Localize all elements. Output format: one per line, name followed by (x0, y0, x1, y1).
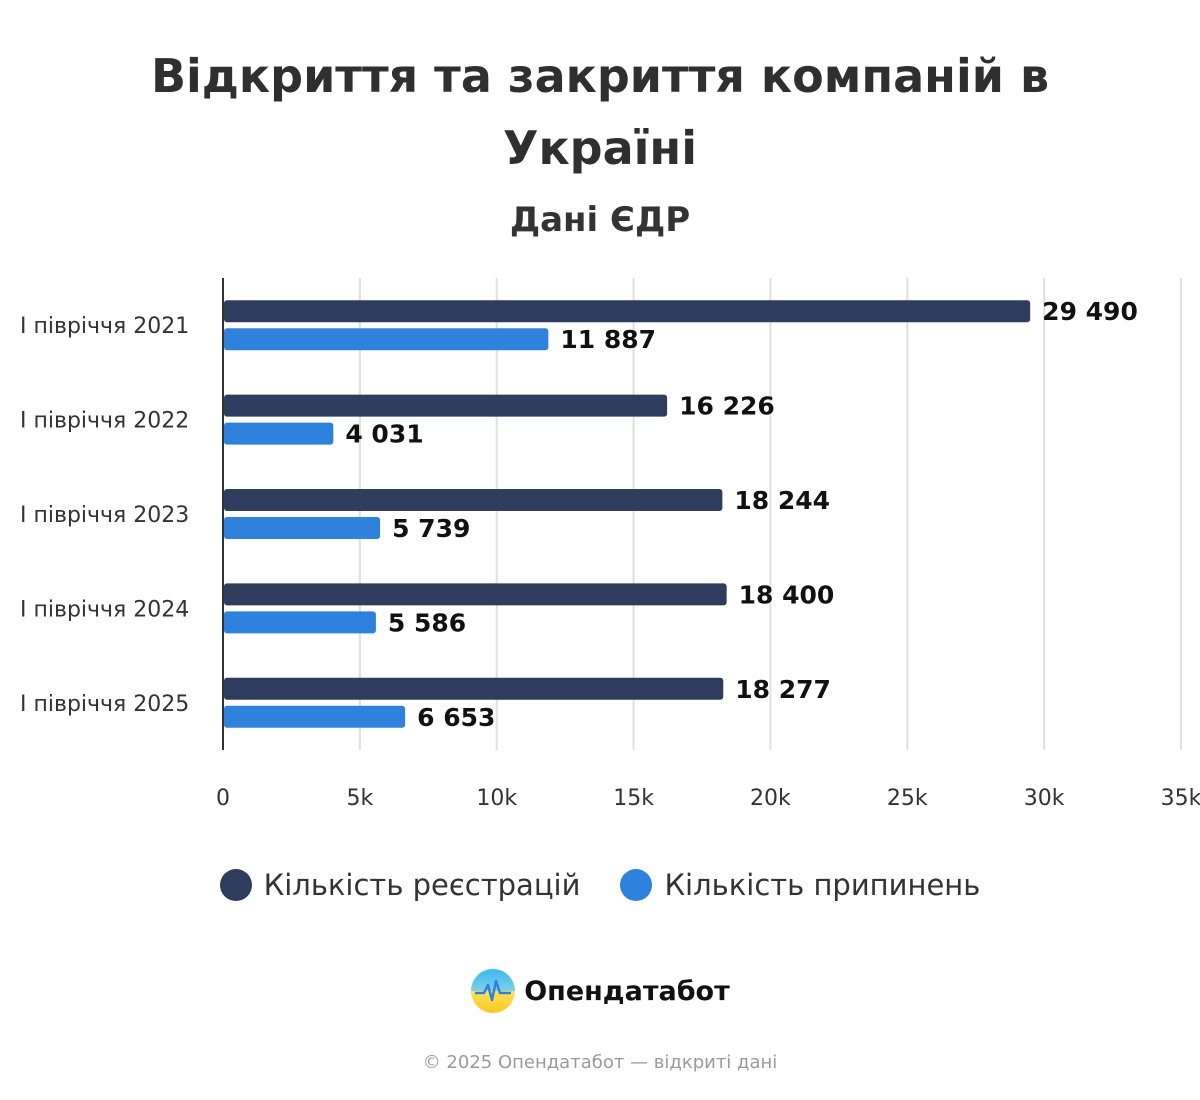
chart-subtitle: Дані ЄДР (509, 200, 691, 240)
data-label: 5 739 (392, 514, 470, 543)
data-label: 4 031 (345, 420, 423, 449)
bar-registrations[interactable] (224, 489, 723, 511)
data-label: 11 887 (560, 325, 656, 354)
brand: Опендатабот (0, 968, 1200, 1014)
data-label: 18 400 (739, 580, 835, 609)
data-labels: 29 490 11 887 16 226 4 031 18 244 5 739 18 400… (345, 297, 1138, 732)
x-tick-label: 10k (476, 786, 517, 811)
x-tick-label: 20k (750, 786, 791, 811)
legend-item-registrations[interactable]: Кількість реєстрацій (219, 868, 581, 902)
bar-terminations[interactable] (224, 705, 406, 728)
opendatabot-logo-icon (471, 969, 516, 1013)
x-tick-label: 30k (1024, 786, 1065, 811)
x-tick-labels: 0 5k 10k 15k 20k 25k 30k 35k (216, 786, 1200, 811)
data-label: 6 653 (417, 703, 495, 732)
bar-terminations[interactable] (224, 611, 376, 634)
grid-lines (358, 278, 1182, 750)
footer-text: © 2025 Опендатабот — відкриті дані (422, 1052, 778, 1073)
bar-terminations[interactable] (224, 422, 334, 445)
x-tick-label: 0 (216, 786, 230, 811)
x-tick-label: 5k (346, 786, 373, 811)
category-label: I півріччя 2023 (20, 503, 189, 528)
legend-label-registrations: Кількість реєстрацій (263, 868, 581, 902)
bar-terminations[interactable] (224, 517, 381, 539)
legend: Кількість реєстрацій Кількість припинень (0, 868, 1200, 902)
bar-chart: 29 490 11 887 16 226 4 031 18 244 5 739 18 400… (20, 278, 1200, 811)
category-labels: I півріччя 2021 I півріччя 2022 I півріччя… (20, 314, 189, 717)
bar-registrations[interactable] (224, 677, 724, 700)
category-label: I півріччя 2021 (20, 314, 189, 339)
legend-swatch-registrations (219, 869, 252, 901)
x-tick-label: 35k (1161, 786, 1200, 811)
data-label: 18 277 (735, 675, 831, 704)
bar-registrations[interactable] (224, 394, 668, 417)
bar-registrations[interactable] (224, 300, 1031, 323)
bar-registrations[interactable] (224, 583, 727, 606)
x-tick-label: 15k (613, 786, 654, 811)
data-label: 18 244 (734, 486, 830, 515)
data-label: 16 226 (679, 392, 775, 421)
data-label: 5 586 (388, 608, 466, 637)
category-label: I півріччя 2025 (20, 692, 189, 717)
data-label: 29 490 (1042, 297, 1138, 326)
category-label: I півріччя 2024 (20, 597, 189, 622)
x-tick-label: 25k (887, 786, 928, 811)
chart-title: Відкриття та закриття компаній в Україні (150, 49, 1050, 175)
bars (224, 300, 1031, 728)
brand-name: Опендатабот (524, 975, 730, 1007)
bar-terminations[interactable] (224, 328, 549, 351)
legend-item-terminations[interactable]: Кількість припинень (620, 868, 980, 902)
category-label: I півріччя 2022 (20, 409, 189, 434)
legend-label-terminations: Кількість припинень (664, 868, 981, 902)
legend-swatch-terminations (620, 869, 653, 901)
